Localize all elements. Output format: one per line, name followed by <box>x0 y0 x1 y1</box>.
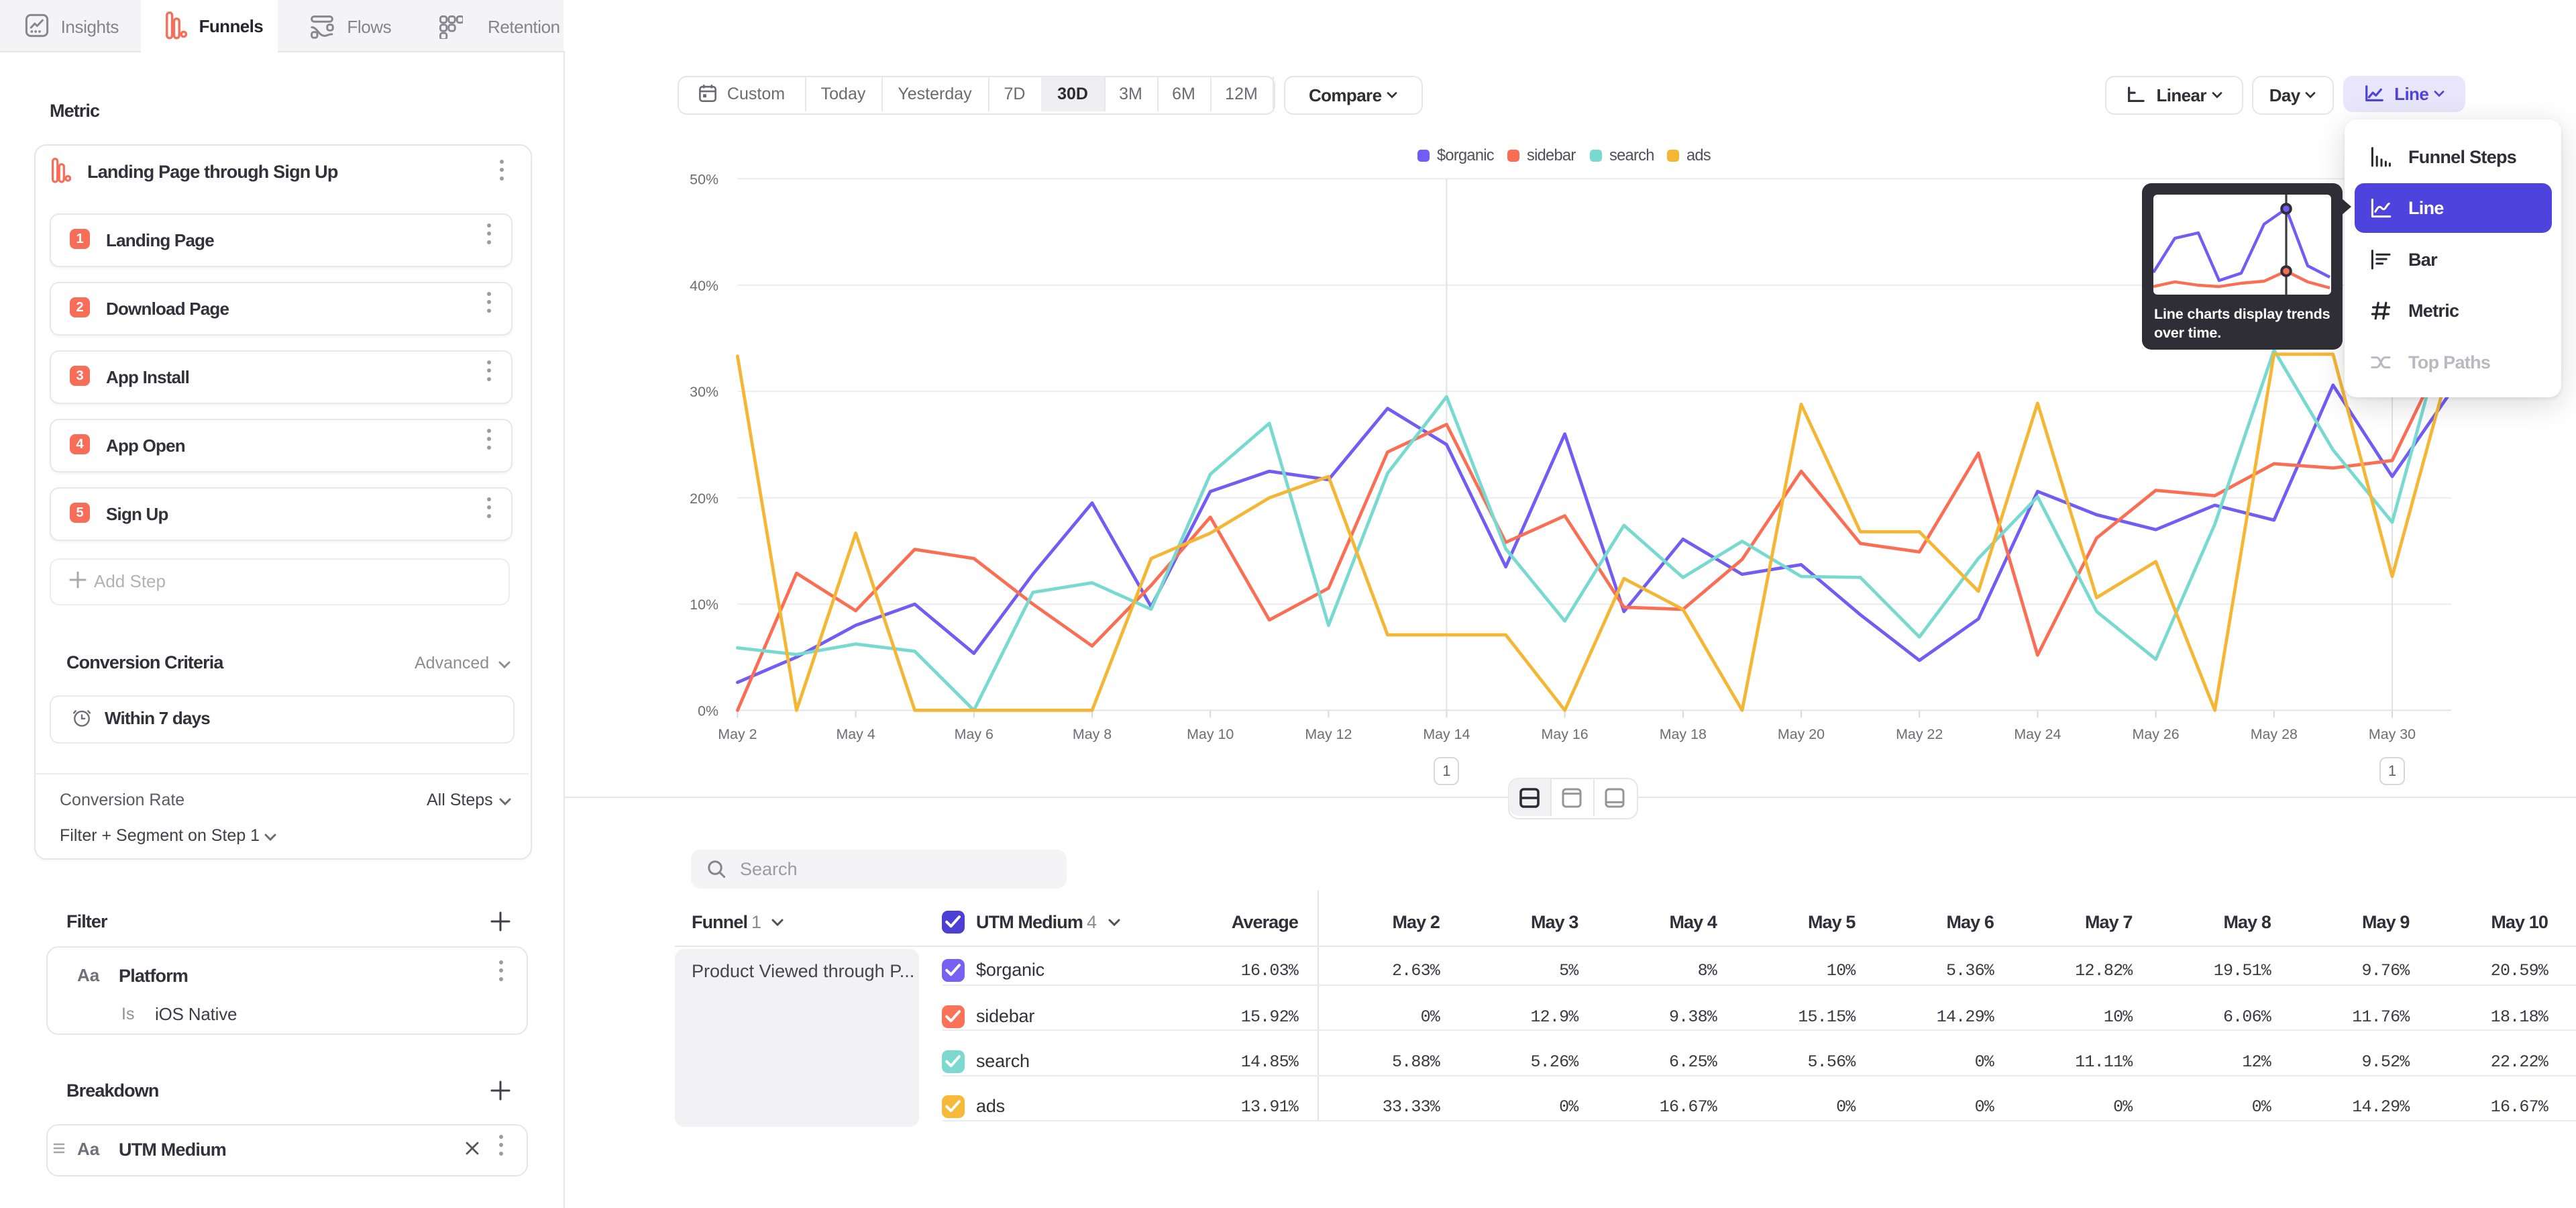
svg-text:May 8: May 8 <box>1073 726 1112 742</box>
svg-text:May 6: May 6 <box>955 726 994 742</box>
svg-text:40%: 40% <box>690 278 718 294</box>
svg-text:May 10: May 10 <box>1187 726 1234 742</box>
svg-text:May 4: May 4 <box>836 726 875 742</box>
svg-text:May 18: May 18 <box>1660 726 1707 742</box>
svg-text:May 2: May 2 <box>718 726 757 742</box>
svg-text:10%: 10% <box>690 597 718 613</box>
svg-text:30%: 30% <box>690 384 718 400</box>
svg-text:0%: 0% <box>698 703 718 719</box>
svg-text:May 30: May 30 <box>2369 726 2416 742</box>
svg-text:May 16: May 16 <box>1542 726 1589 742</box>
svg-text:50%: 50% <box>690 171 718 187</box>
svg-text:May 24: May 24 <box>2014 726 2061 742</box>
svg-text:20%: 20% <box>690 491 718 507</box>
svg-text:May 28: May 28 <box>2251 726 2298 742</box>
svg-text:May 22: May 22 <box>1896 726 1943 742</box>
svg-text:May 12: May 12 <box>1305 726 1352 742</box>
svg-text:May 20: May 20 <box>1778 726 1825 742</box>
svg-text:May 14: May 14 <box>1423 726 1470 742</box>
svg-text:May 26: May 26 <box>2133 726 2180 742</box>
